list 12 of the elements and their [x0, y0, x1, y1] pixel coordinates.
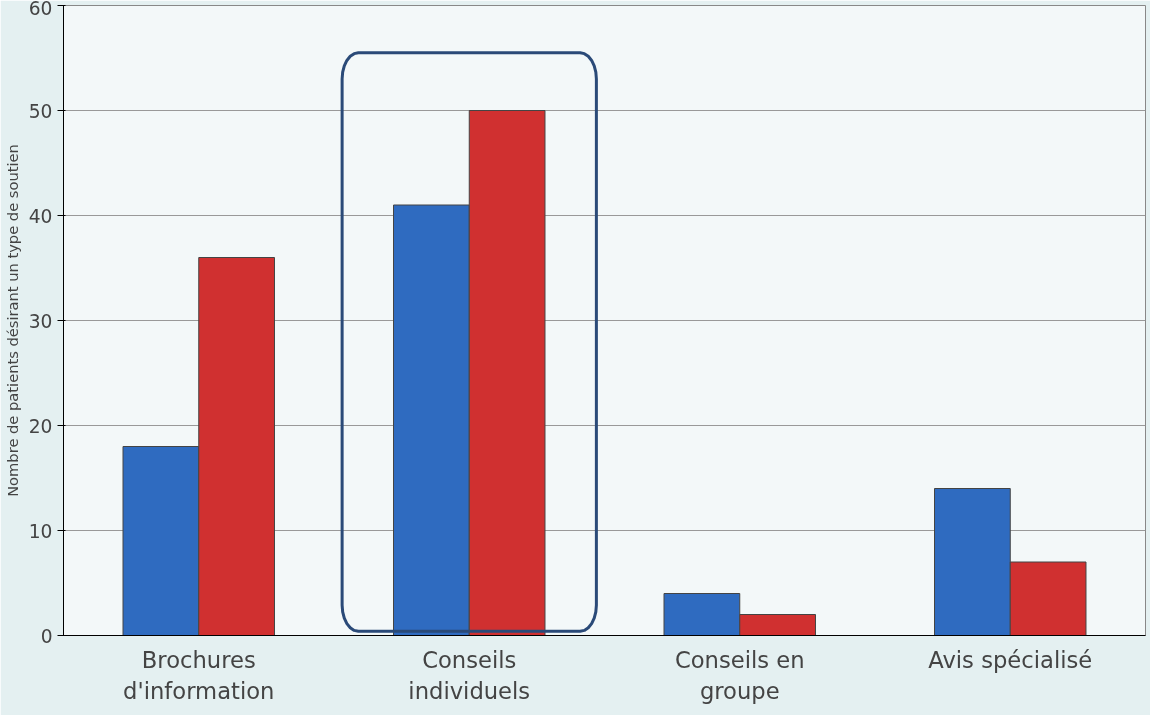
y-axis-title: Nombre de patients désirant un type de soutien	[3, 144, 21, 497]
y-tick-label: 60	[28, 0, 53, 19]
x-tick-label: Conseils individuels	[408, 646, 531, 704]
y-tick-label: 10	[28, 520, 53, 542]
x-tick-label: Brochures d'information	[123, 646, 275, 704]
y-tick-label: 20	[28, 415, 53, 437]
y-tick-label: 0	[40, 625, 53, 647]
y-tick-label: 50	[28, 100, 53, 122]
y-tick-label: 30	[28, 310, 53, 332]
x-tick-label: Avis spécialisé	[928, 646, 1093, 673]
y-tick-label: 40	[28, 205, 53, 227]
x-tick-label: Conseils en groupe	[674, 646, 805, 704]
